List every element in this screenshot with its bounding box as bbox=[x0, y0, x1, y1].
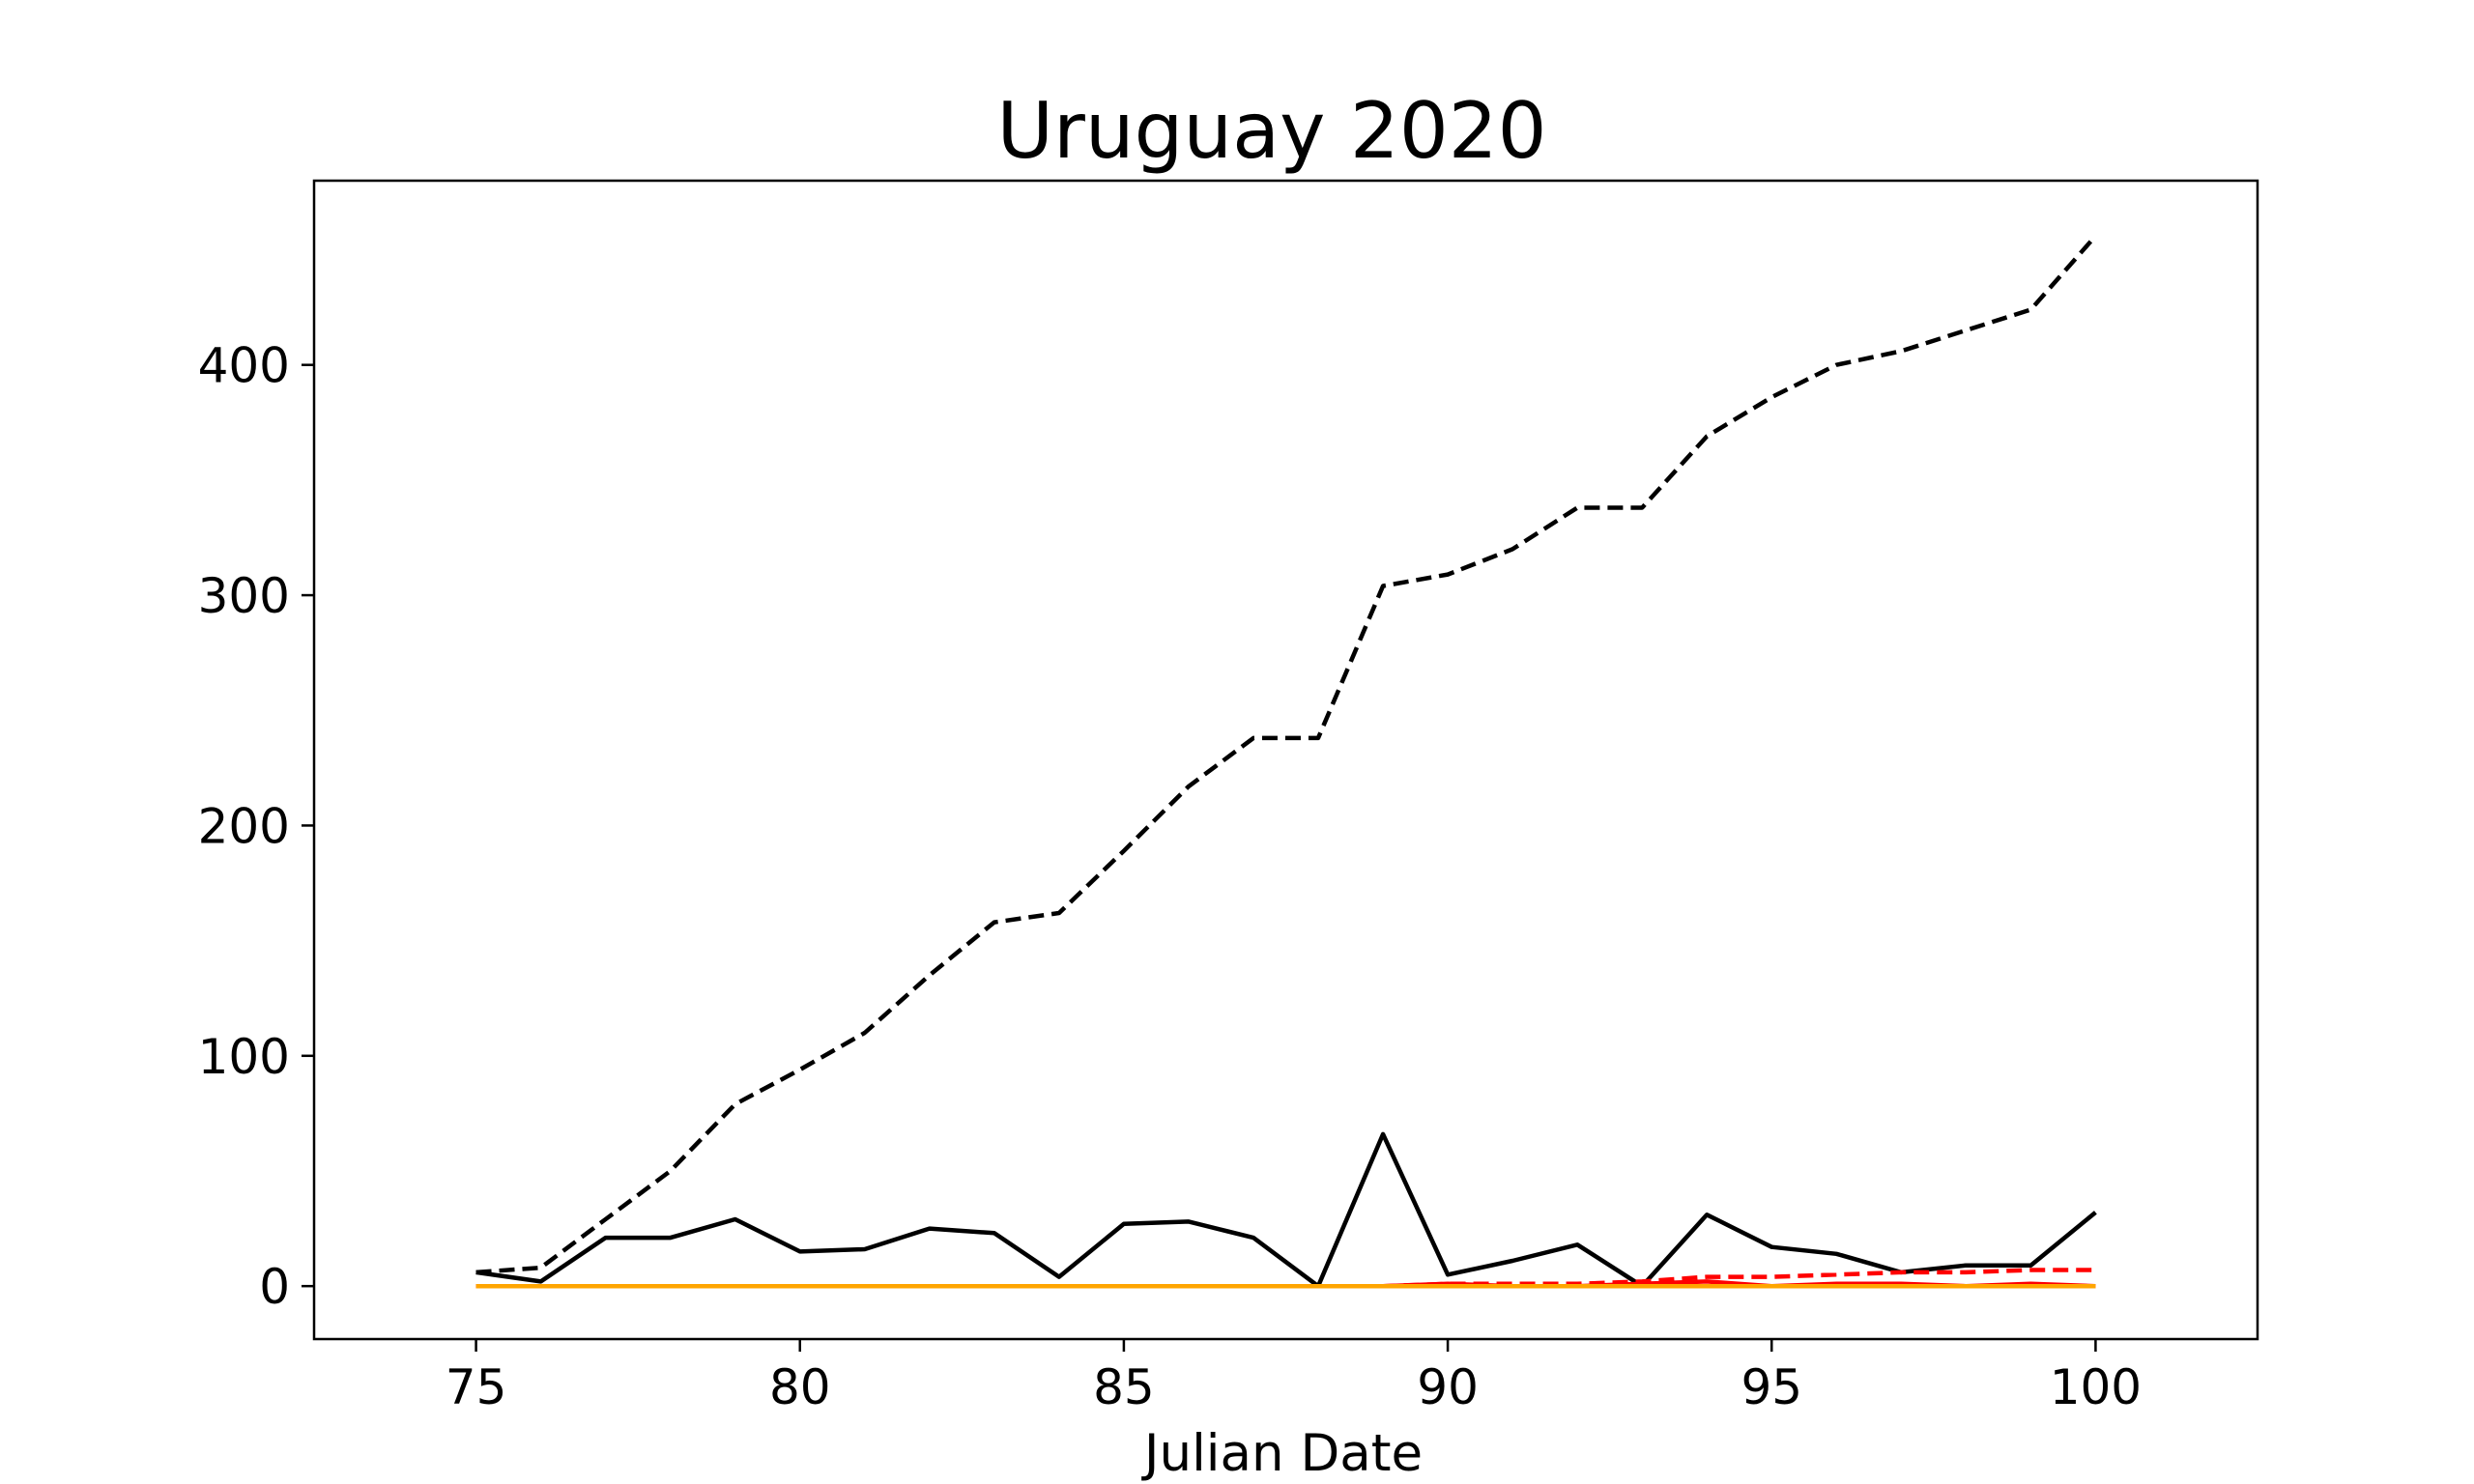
x-tick-label: 85 bbox=[1093, 1359, 1155, 1415]
series-line-1 bbox=[475, 234, 2098, 1275]
x-axis: 75 80 85 90 95 100 bbox=[446, 1339, 2142, 1415]
x-tick-label: 100 bbox=[2050, 1359, 2142, 1415]
chart-title: Uruguay 2020 bbox=[996, 86, 1546, 176]
x-axis-label: Julian Date bbox=[1141, 1424, 1423, 1483]
series-line-2 bbox=[475, 1131, 2097, 1289]
y-tick-label: 100 bbox=[198, 1029, 290, 1085]
y-tick-label: 400 bbox=[198, 338, 290, 394]
y-tick-label: 200 bbox=[198, 798, 290, 854]
x-tick-label: 95 bbox=[1740, 1359, 1802, 1415]
x-tick-label: 80 bbox=[769, 1359, 831, 1415]
x-tick-label: 75 bbox=[446, 1359, 507, 1415]
y-tick-label: 0 bbox=[259, 1259, 290, 1315]
y-axis: 0 100 200 300 400 bbox=[198, 338, 314, 1315]
x-tick-label: 90 bbox=[1417, 1359, 1479, 1415]
plot-frame bbox=[312, 179, 2259, 1341]
plot-area bbox=[475, 234, 2098, 1289]
y-tick-label: 300 bbox=[198, 568, 290, 624]
